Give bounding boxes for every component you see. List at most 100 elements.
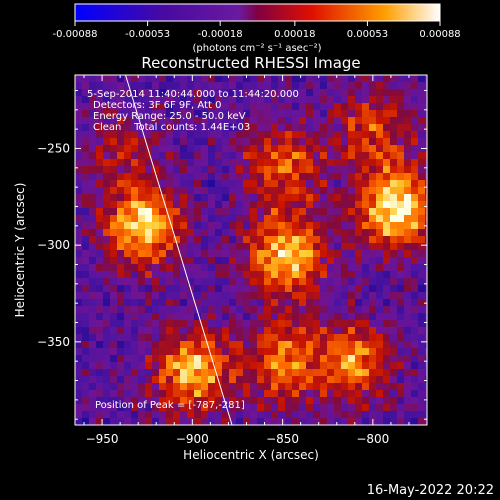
heatmap-cell bbox=[152, 173, 159, 180]
heatmap-cell bbox=[411, 180, 418, 187]
heatmap-cell bbox=[250, 397, 257, 404]
heatmap-cell bbox=[208, 271, 215, 278]
heatmap-cell bbox=[271, 320, 278, 327]
heatmap-cell bbox=[327, 236, 334, 243]
heatmap-cell bbox=[124, 390, 131, 397]
heatmap-cell bbox=[180, 152, 187, 159]
heatmap-cell bbox=[138, 348, 145, 355]
heatmap-cell bbox=[89, 110, 96, 117]
heatmap-cell bbox=[404, 369, 411, 376]
heatmap-cell bbox=[299, 264, 306, 271]
heatmap-cell bbox=[103, 292, 110, 299]
chart-title: Reconstructed RHESSI Image bbox=[141, 54, 360, 72]
heatmap-cell bbox=[390, 138, 397, 145]
heatmap-cell bbox=[334, 250, 341, 257]
heatmap-cell bbox=[404, 229, 411, 236]
heatmap-cell bbox=[208, 215, 215, 222]
colorbar-tick-label: 0.00088 bbox=[419, 29, 460, 40]
heatmap-cell bbox=[271, 404, 278, 411]
heatmap-cell bbox=[243, 383, 250, 390]
heatmap-cell bbox=[159, 271, 166, 278]
heatmap-cell bbox=[320, 96, 327, 103]
heatmap-cell bbox=[208, 152, 215, 159]
heatmap-cell bbox=[110, 348, 117, 355]
heatmap-cell bbox=[383, 383, 390, 390]
heatmap-cell bbox=[320, 418, 327, 425]
heatmap-cell bbox=[229, 201, 236, 208]
heatmap-cell bbox=[166, 355, 173, 362]
heatmap-cell bbox=[201, 250, 208, 257]
heatmap-cell bbox=[138, 404, 145, 411]
heatmap-cell bbox=[320, 271, 327, 278]
heatmap-cell bbox=[138, 229, 145, 236]
heatmap-cell bbox=[411, 264, 418, 271]
heatmap-cell bbox=[236, 334, 243, 341]
heatmap-cell bbox=[285, 299, 292, 306]
heatmap-cell bbox=[425, 369, 427, 376]
heatmap-cell bbox=[306, 145, 313, 152]
heatmap-cell bbox=[397, 313, 404, 320]
heatmap-cell bbox=[376, 306, 383, 313]
heatmap-cell bbox=[159, 96, 166, 103]
heatmap-cell bbox=[418, 166, 425, 173]
heatmap-cell bbox=[313, 327, 320, 334]
heatmap-cell bbox=[383, 166, 390, 173]
heatmap-cell bbox=[159, 145, 166, 152]
heatmap-cell bbox=[425, 229, 427, 236]
heatmap-cell bbox=[390, 320, 397, 327]
heatmap-cell bbox=[355, 313, 362, 320]
heatmap-cell bbox=[257, 257, 264, 264]
heatmap-cell bbox=[215, 404, 222, 411]
heatmap-cell bbox=[145, 187, 152, 194]
heatmap-cell bbox=[257, 250, 264, 257]
heatmap-cell bbox=[117, 320, 124, 327]
heatmap-cell bbox=[376, 187, 383, 194]
heatmap-cell bbox=[362, 187, 369, 194]
heatmap-cell bbox=[152, 215, 159, 222]
heatmap-cell bbox=[418, 138, 425, 145]
heatmap-cell bbox=[292, 299, 299, 306]
heatmap-cell bbox=[96, 194, 103, 201]
heatmap-cell bbox=[89, 369, 96, 376]
heatmap-cell bbox=[425, 103, 427, 110]
heatmap-cell bbox=[285, 306, 292, 313]
heatmap-cell bbox=[103, 334, 110, 341]
heatmap-cell bbox=[411, 271, 418, 278]
x-axis-ticks: −950 −900 −850 −800 bbox=[83, 75, 428, 446]
heatmap-cell bbox=[215, 390, 222, 397]
heatmap-cell bbox=[173, 348, 180, 355]
heatmap-cell bbox=[243, 341, 250, 348]
heatmap-cell bbox=[124, 159, 131, 166]
heatmap-cell bbox=[425, 404, 427, 411]
heatmap-cell bbox=[327, 362, 334, 369]
heatmap-cell bbox=[110, 411, 117, 418]
heatmap-cell bbox=[264, 75, 271, 82]
heatmap-cell bbox=[348, 376, 355, 383]
heatmap-cell bbox=[404, 383, 411, 390]
heatmap-cell bbox=[397, 96, 404, 103]
heatmap-cell bbox=[285, 376, 292, 383]
heatmap-cell bbox=[320, 103, 327, 110]
heatmap-cell bbox=[110, 355, 117, 362]
heatmap-cell bbox=[82, 152, 89, 159]
heatmap-cell bbox=[390, 271, 397, 278]
heatmap-cell bbox=[243, 124, 250, 131]
heatmap-cell bbox=[369, 229, 376, 236]
heatmap-cell bbox=[166, 166, 173, 173]
heatmap-cell bbox=[229, 229, 236, 236]
heatmap-cell bbox=[103, 229, 110, 236]
heatmap-cell bbox=[75, 89, 82, 96]
heatmap-cell bbox=[152, 229, 159, 236]
heatmap-cell bbox=[292, 145, 299, 152]
heatmap-cell bbox=[369, 320, 376, 327]
heatmap-cell bbox=[243, 271, 250, 278]
heatmap-cell bbox=[355, 418, 362, 425]
heatmap-cell bbox=[250, 215, 257, 222]
heatmap-cell bbox=[117, 271, 124, 278]
heatmap-cell bbox=[124, 411, 131, 418]
heatmap-cell bbox=[327, 334, 334, 341]
heatmap-cell bbox=[208, 404, 215, 411]
heatmap-cell bbox=[369, 236, 376, 243]
heatmap-cell bbox=[243, 397, 250, 404]
heatmap-cell bbox=[362, 397, 369, 404]
